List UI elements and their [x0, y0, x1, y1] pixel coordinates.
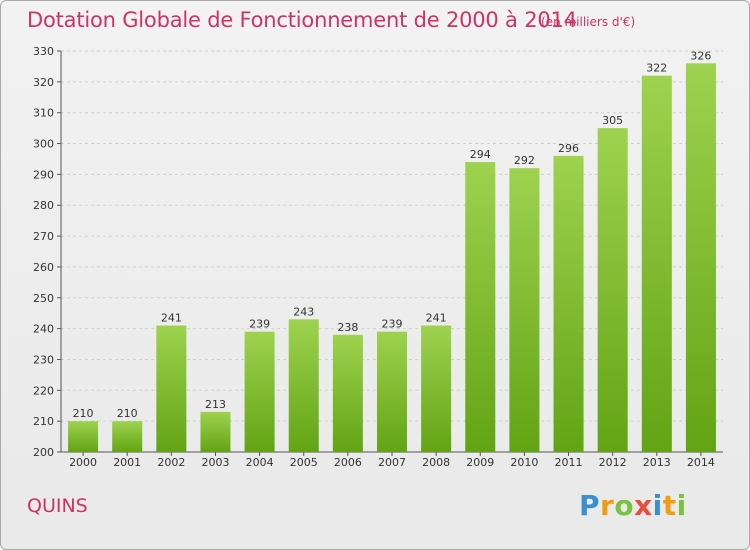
bar-value-label: 326	[690, 49, 711, 62]
bar-value-label: 241	[161, 312, 182, 325]
logo-letter: i	[652, 489, 663, 522]
x-tick-label: 2008	[422, 456, 450, 469]
logo-letter: x	[634, 489, 653, 522]
bar	[200, 411, 231, 452]
bar-value-label: 239	[382, 318, 403, 331]
bar	[597, 128, 628, 452]
bar	[376, 331, 408, 452]
y-tick-label: 220	[33, 384, 54, 397]
bar	[685, 63, 716, 452]
labels: 200 210 220 230 240 250 260 270 280 290 300 310 320 3…	[33, 45, 715, 469]
bar	[553, 155, 584, 452]
bar-value-label: 239	[249, 318, 270, 331]
logo-letter: r	[600, 489, 615, 522]
y-tick-label: 240	[33, 323, 54, 336]
logo-letter: i	[676, 489, 687, 522]
bar	[244, 331, 275, 452]
bar	[509, 168, 540, 452]
y-tick-label: 280	[33, 199, 54, 212]
x-tick-label: 2006	[334, 456, 362, 469]
y-tick-label: 300	[33, 138, 54, 151]
bar-value-label: 238	[337, 321, 358, 334]
bar	[156, 325, 187, 452]
x-tick-label: 2010	[510, 456, 538, 469]
bar	[288, 319, 319, 452]
bar	[112, 421, 143, 452]
x-tick-label: 2002	[157, 456, 185, 469]
y-tick-label: 200	[33, 446, 54, 459]
x-tick-label: 2007	[378, 456, 406, 469]
logo-letter: P	[579, 489, 601, 522]
chart-title: Dotation Globale de Fonctionnement de 20…	[27, 8, 577, 32]
x-tick-label: 2000	[69, 456, 97, 469]
x-tick-label: 2011	[555, 456, 583, 469]
y-tick-label: 270	[33, 230, 54, 243]
bars	[68, 63, 716, 453]
bar-value-label: 213	[205, 398, 226, 411]
bar	[641, 75, 672, 452]
logo-letter: o	[614, 489, 635, 522]
y-tick-label: 290	[33, 168, 54, 181]
bar	[421, 325, 452, 452]
bar-value-label: 296	[558, 142, 579, 155]
y-tick-label: 310	[33, 107, 54, 120]
bar-value-label: 305	[602, 114, 623, 127]
chart-subtitle: (en milliers d'€)	[541, 15, 636, 29]
proxiti-logo[interactable]: Proxiti	[579, 489, 687, 522]
y-tick-label: 320	[33, 76, 54, 89]
x-tick-label: 2003	[201, 456, 229, 469]
bar	[68, 421, 99, 452]
x-tick-label: 2013	[643, 456, 671, 469]
bar-value-label: 322	[646, 62, 667, 75]
bar	[465, 162, 496, 453]
x-tick-label: 2014	[687, 456, 715, 469]
y-tick-label: 230	[33, 353, 54, 366]
x-tick-label: 2001	[113, 456, 141, 469]
y-tick-label: 250	[33, 292, 54, 305]
bar-value-label: 210	[73, 407, 94, 420]
x-tick-label: 2012	[599, 456, 627, 469]
y-tick-label: 260	[33, 261, 54, 274]
x-tick-label: 2009	[466, 456, 494, 469]
y-tick-label: 210	[33, 415, 54, 428]
bar-value-label: 292	[514, 154, 535, 167]
bar-value-label: 243	[293, 305, 314, 318]
x-tick-label: 2004	[246, 456, 274, 469]
logo-letter: t	[662, 489, 677, 522]
bar-value-label: 241	[426, 312, 447, 325]
y-tick-label: 330	[33, 45, 54, 58]
commune-name: QUINS	[27, 495, 88, 517]
x-tick-label: 2005	[290, 456, 318, 469]
bar-value-label: 294	[470, 148, 491, 161]
bar-value-label: 210	[117, 407, 138, 420]
bar	[332, 334, 363, 452]
